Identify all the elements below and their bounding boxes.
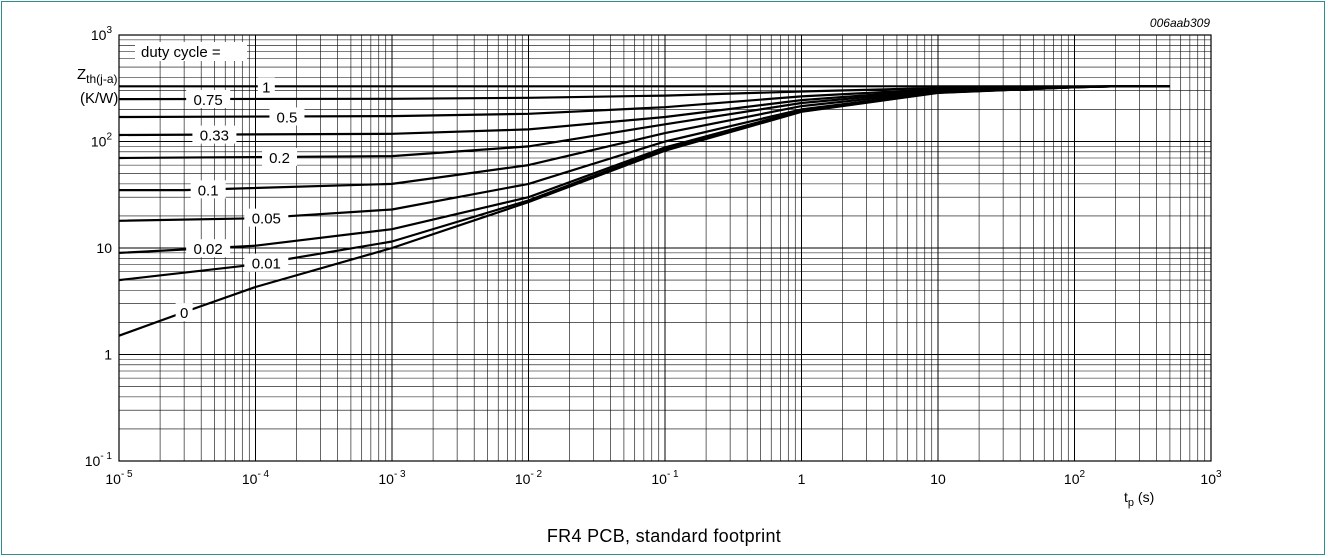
y-tick-label: 102 xyxy=(91,132,113,150)
series-label: 0.01 xyxy=(252,256,281,273)
y-tick-label: 10- 1 xyxy=(85,451,113,469)
series-label-bg xyxy=(175,303,193,322)
series-label: 0.2 xyxy=(269,150,290,167)
series-label: 0.05 xyxy=(252,211,281,228)
series-label: 0.33 xyxy=(200,128,229,145)
x-tick-label: 10- 4 xyxy=(242,469,270,487)
series-labels: 1 0.75 0.5 0.33 0.2 0.1 0.05 0.02 0.01 0 xyxy=(175,77,305,322)
series-curve xyxy=(119,85,1170,192)
series-label-bg xyxy=(186,239,231,258)
x-tick-label: 10- 3 xyxy=(378,469,406,487)
x-tick-label: 1 xyxy=(798,471,806,487)
legend-title: duty cycle = xyxy=(141,44,221,61)
series-label: 0 xyxy=(180,305,188,322)
series-label: 0.5 xyxy=(277,109,298,126)
y-tick-labels: 10- 1 1 10 102 103 xyxy=(85,25,113,469)
series-label: 1 xyxy=(262,79,270,96)
x-tick-label: 10- 5 xyxy=(105,469,133,487)
figure-caption: FR4 PCB, standard footprint xyxy=(547,526,781,546)
series-curves xyxy=(118,85,1170,337)
plot-area xyxy=(118,34,1212,462)
series-label: 0.1 xyxy=(198,182,219,199)
x-tick-label: 10 xyxy=(930,471,946,487)
series-curve xyxy=(118,85,1170,337)
legend-title-bg xyxy=(135,42,247,61)
series-label-bg xyxy=(262,147,298,166)
series-label-bg xyxy=(244,208,289,227)
x-axis-label: tp (s) xyxy=(1124,489,1154,509)
y-tick-label: 103 xyxy=(91,25,113,43)
y-tick-label: 10 xyxy=(96,240,112,256)
series-label: 0.02 xyxy=(194,241,223,258)
x-tick-label: 10- 2 xyxy=(515,469,543,487)
series-label-bg xyxy=(257,77,275,96)
x-tick-labels: 10- 5 10- 4 10- 3 10- 2 10- 1 1 10 102 103 xyxy=(105,469,1222,487)
series-label-bg xyxy=(190,180,226,199)
series-label: 0.75 xyxy=(194,92,223,109)
series-label-bg xyxy=(192,125,237,144)
series-label-bg xyxy=(269,107,305,126)
x-tick-label: 102 xyxy=(1064,469,1086,487)
series-label-bg xyxy=(244,253,289,272)
y-tick-label: 1 xyxy=(104,347,112,363)
figure-code: 006aab309 xyxy=(1150,16,1210,30)
y-axis-unit: (K/W) xyxy=(80,90,118,107)
series-label-bg xyxy=(186,89,231,108)
x-tick-label: 10- 1 xyxy=(651,469,679,487)
y-axis-label: Zth(j-a) xyxy=(77,66,118,86)
x-tick-label: 103 xyxy=(1200,469,1222,487)
